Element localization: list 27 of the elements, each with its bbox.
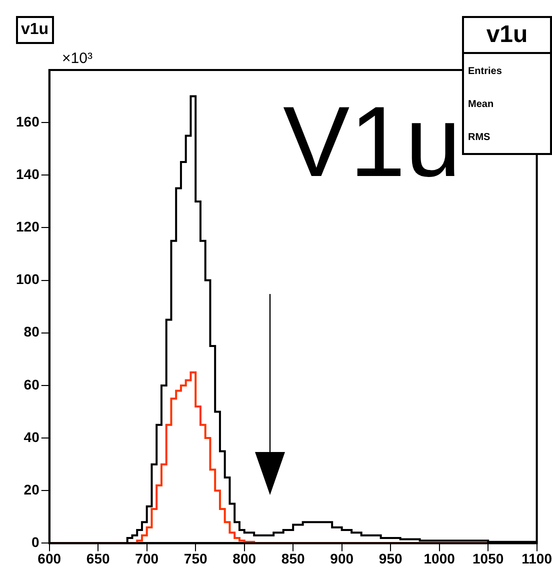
y-tick-label: 100 [16, 271, 40, 288]
x-tick-label: 1000 [424, 550, 456, 566]
x-tick-label: 950 [378, 550, 402, 566]
x-tick-label: 800 [232, 550, 256, 566]
x-tick-label: 850 [281, 550, 305, 566]
x-tick-label: 1100 [522, 550, 552, 566]
text: v1u [464, 18, 550, 54]
annotation: RMS [467, 131, 492, 145]
x-tick-label: 1050 [472, 550, 504, 566]
x-tick-label: 750 [184, 550, 208, 566]
x-tick-label: 600 [38, 550, 62, 566]
y-tick-label: 160 [16, 113, 40, 130]
y-tick-label: 80 [24, 324, 40, 340]
chart-title: v1u [16, 16, 54, 44]
y-axis-title: ×10³ [62, 50, 92, 67]
annotation: Entries [467, 65, 503, 79]
y-tick-label: 40 [24, 428, 40, 445]
annotation: V1u [283, 85, 461, 200]
y-tick-label: 0 [32, 534, 40, 550]
x-tick-label: 700 [135, 550, 159, 566]
y-tick-label: 140 [16, 166, 40, 182]
x-tick-label: 900 [330, 550, 354, 566]
y-tick-label: 20 [24, 481, 40, 498]
annotation: Mean [467, 98, 495, 112]
y-tick-label: 120 [16, 218, 40, 235]
y-tick-label: 60 [24, 376, 40, 392]
x-tick-label: 650 [86, 550, 110, 566]
